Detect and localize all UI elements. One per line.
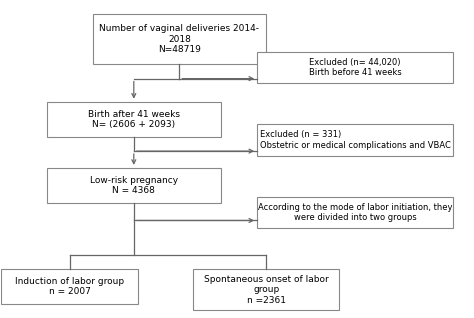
Text: Birth after 41 weeks
N= (2606 + 2093): Birth after 41 weeks N= (2606 + 2093): [88, 110, 180, 129]
FancyBboxPatch shape: [1, 269, 138, 304]
FancyBboxPatch shape: [47, 169, 220, 203]
FancyBboxPatch shape: [193, 269, 339, 310]
Text: Number of vaginal deliveries 2014-
2018
N=48719: Number of vaginal deliveries 2014- 2018 …: [100, 24, 259, 54]
Text: According to the mode of labor initiation, they
were divided into two groups: According to the mode of labor initiatio…: [258, 203, 453, 222]
FancyBboxPatch shape: [93, 14, 266, 65]
Text: Spontaneous onset of labor
group
n =2361: Spontaneous onset of labor group n =2361: [204, 275, 328, 305]
Text: Low-risk pregnancy
N = 4368: Low-risk pregnancy N = 4368: [90, 176, 178, 196]
Text: Excluded (n = 331)
Obstetric or medical complications and VBAC: Excluded (n = 331) Obstetric or medical …: [260, 130, 451, 150]
FancyBboxPatch shape: [47, 102, 220, 137]
FancyBboxPatch shape: [257, 197, 454, 228]
FancyBboxPatch shape: [257, 124, 454, 156]
Text: Induction of labor group
n = 2007: Induction of labor group n = 2007: [15, 277, 125, 296]
FancyBboxPatch shape: [257, 52, 454, 83]
Text: Excluded (n= 44,020)
Birth before 41 weeks: Excluded (n= 44,020) Birth before 41 wee…: [309, 58, 401, 77]
